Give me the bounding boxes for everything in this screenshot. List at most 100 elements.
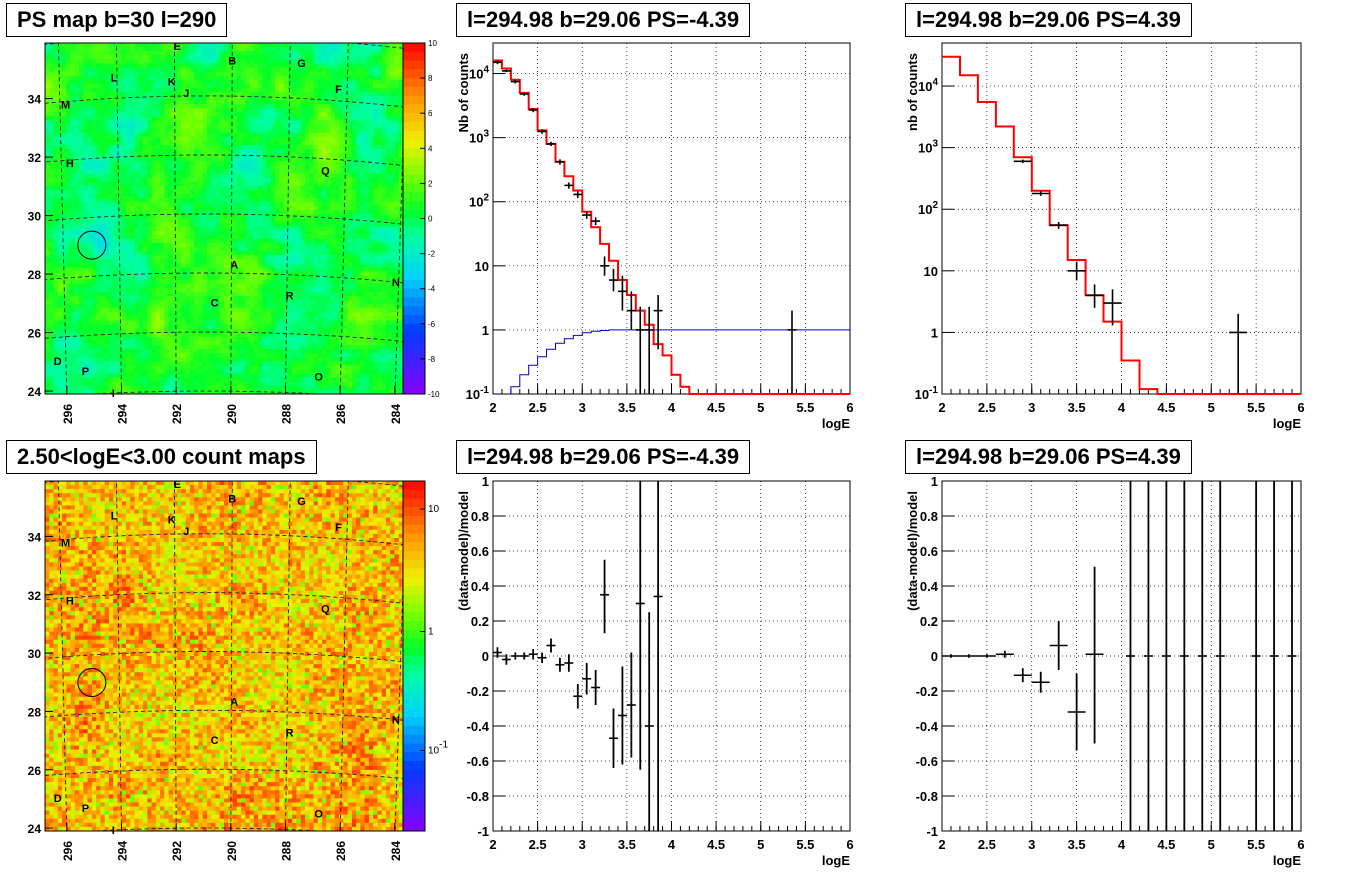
x-tick-label: 2.5 [978,400,996,415]
colorbar-cell [403,350,425,359]
colorbar-cell [403,822,425,831]
y-tick-label: 28 [28,268,42,282]
colorbar-label: 10-1 [428,740,448,757]
colorbar-cell [403,770,425,779]
source-label: A [230,259,238,271]
colorbar-cell [403,569,425,578]
map-cells [45,481,403,831]
y-tick-label: 10-1 [466,385,490,402]
x-tick-label: 6 [846,400,853,415]
colorbar-label: -8 [428,355,436,364]
source-label: D [54,793,62,805]
colorbar-label: 2 [428,179,433,188]
residual-residual_left: 2 2.5 3 3.5 4 4.5 5 5.5 6-1-0.8-0.6-0.4-0.200.20… [456,474,854,868]
colorbar-cell [403,227,425,236]
source-label: Q [321,166,330,178]
colorbar-cell [403,542,425,551]
colorbar-cell [403,96,425,105]
colorbar-cell [403,735,425,744]
x-tick-label: 288 [279,404,293,424]
x-tick-label: 288 [279,841,293,861]
colorbar-cell [403,779,425,788]
y-tick-label: -0.4 [467,719,490,734]
title-residual-left: l=294.98 b=29.06 PS=-4.39 [456,440,750,474]
x-tick-label: 294 [116,404,130,424]
x-tick-label: 3 [579,400,586,415]
colorbar-cell [403,122,425,131]
y-tick-label: 1 [931,325,938,340]
y-tick-label: 103 [469,129,489,146]
y-tick-label: 34 [28,93,42,107]
x-tick-label: 286 [334,841,348,861]
colorbar-cell [403,709,425,718]
y-axis-label: nb of counts [905,53,920,131]
source-label: D [54,356,62,368]
y-tick-label: 0.6 [920,544,938,559]
y-tick-label: 1 [931,474,938,489]
colorbar-cell [403,726,425,735]
x-tick-label: 296 [61,404,75,424]
spectrum-spectrum_right: 2 2.5 3 3.5 4 4.5 5 5.5 610-1110102103104logEnb … [905,43,1305,431]
source-label: K [168,76,176,88]
colorbar-cell [403,69,425,78]
colorbar-cell [403,297,425,306]
colorbar-cell [403,656,425,665]
source-label: Q [321,603,330,615]
x-tick-label: 290 [225,404,239,424]
source-label: C [211,735,219,747]
colorbar-cell [403,166,425,175]
colorbar-cell [403,140,425,149]
colorbar-cell [403,157,425,166]
y-axis-label: Nb of counts [456,53,471,132]
x-axis-label: logE [1273,416,1301,431]
colorbar-cell [403,639,425,648]
colorbar-cell [403,87,425,96]
residual-residual_right: 2 2.5 3 3.5 4 4.5 5 5.5 6-1-0.8-0.6-0.4-0.200.20… [905,474,1305,868]
colorbar-cell [403,306,425,315]
x-tick-label: 4.5 [1157,400,1175,415]
x-tick-label: 4.5 [707,400,725,415]
spectrum-spectrum_left: 2 2.5 3 3.5 4 4.5 5 5.5 610-1110102103104logENb … [456,43,854,431]
colorbar-cell [403,175,425,184]
colorbar-cell [403,647,425,656]
colorbar-cell [403,586,425,595]
y-tick-label: 102 [469,193,489,210]
source-label: I [112,825,115,837]
x-tick-label: 4 [1118,837,1126,852]
y-tick-label: 0.2 [920,614,938,629]
y-tick-label: 0.6 [471,544,489,559]
colorbar-cell [403,148,425,157]
colorbar-cell [403,376,425,385]
colorbar-cell [403,52,425,61]
source-label: B [228,56,236,68]
y-tick-label: 34 [28,530,42,544]
y-tick-label: -0.6 [916,754,938,769]
y-tick-label: -0.2 [467,684,489,699]
y-tick-label: -0.8 [467,789,489,804]
source-label: N [392,277,400,289]
y-tick-label: 102 [918,200,938,217]
colorbar-cell [403,183,425,192]
x-tick-label: 6 [846,837,853,852]
x-tick-label: 2 [489,837,496,852]
y-tick-label: 0.4 [471,579,490,594]
colorbar-label: 1 [428,627,434,638]
x-axis-label: logE [822,853,850,868]
colorbar-cell [403,368,425,377]
x-tick-label: 5 [757,400,764,415]
colorbar-cell [403,236,425,245]
x-tick-label: 2.5 [529,837,547,852]
colorbar-cell [403,333,425,342]
colorbar-cell [403,577,425,586]
source-label: G [297,496,306,508]
title-spectrum-right: l=294.98 b=29.06 PS=4.39 [905,3,1192,37]
source-label: F [335,522,342,534]
colorbar-cell [403,560,425,569]
colorbar-cell [403,595,425,604]
figure-canvas: 296 294 292 290 288 286 284242628303234EB GL KFJ… [0,0,1348,875]
colorbar-cell [403,481,425,490]
colorbar-cell [403,61,425,70]
x-tick-label: 2 [489,400,496,415]
colorbar-label: -10 [428,390,440,399]
